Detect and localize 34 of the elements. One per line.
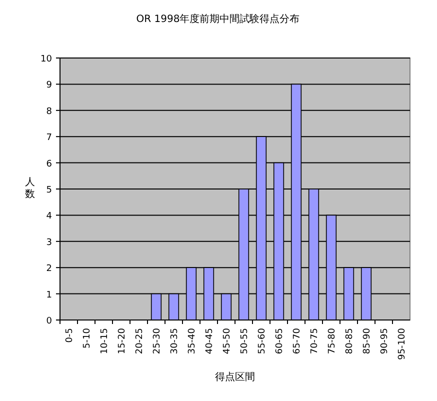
y-tick-label: 5	[46, 186, 52, 196]
x-tick-label: 0-5	[64, 328, 75, 343]
x-tick-label: 15-20	[117, 328, 128, 354]
x-tick-label: 85-90	[362, 328, 372, 354]
y-tick-label: 4	[46, 212, 52, 222]
x-tick-label: 20-25	[134, 328, 145, 354]
x-tick-label: 70-75	[310, 328, 320, 354]
x-tick-label: 25-30	[152, 328, 162, 354]
y-axis-title: 人数	[25, 177, 35, 200]
x-tick-label: 60-65	[274, 328, 285, 354]
x-tick-label: 30-35	[170, 328, 180, 354]
y-tick-label: 10	[40, 54, 52, 64]
y-tick-label: 0	[46, 316, 52, 326]
x-tick-label: 65-70	[292, 328, 302, 354]
y-tick-label: 6	[46, 159, 52, 170]
x-tick-label: 5-10	[82, 328, 92, 348]
y-tick-label: 3	[46, 238, 52, 248]
y-tick-label: 7	[46, 133, 52, 144]
y-tick-label: 2	[46, 264, 52, 274]
chart-title: OR 1998年度前期中間試験得点分布	[136, 13, 300, 25]
x-tick-label: 10-15	[100, 328, 110, 354]
x-tick-label: 80-85	[344, 328, 355, 354]
y-tick-label: 9	[46, 80, 52, 91]
x-tick-label: 40-45	[204, 328, 215, 354]
y-tick-label: 8	[46, 106, 52, 117]
x-axis-title: 得点区間	[215, 371, 255, 383]
x-tick-label: 35-40	[187, 328, 198, 354]
x-tick-label: 45-50	[222, 328, 232, 354]
x-tick-label: 50-55	[240, 328, 250, 354]
x-tick-label: 75-80	[327, 328, 338, 354]
y-tick-label: 1	[46, 290, 52, 300]
x-tick-label: 55-60	[257, 328, 268, 354]
x-tick-label: 90-95	[380, 328, 390, 354]
x-tick-label: 95-100	[397, 328, 408, 360]
